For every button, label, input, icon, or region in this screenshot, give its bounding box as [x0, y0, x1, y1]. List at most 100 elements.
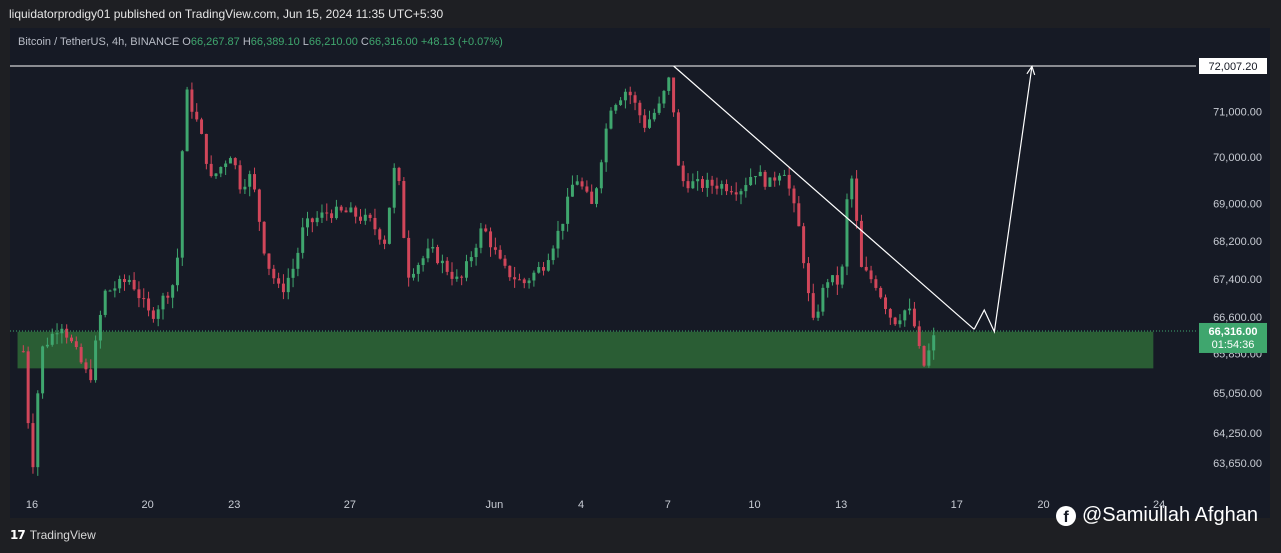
social-handle: @Samiullah Afghan — [1082, 504, 1258, 526]
price-axis: 71,000.00 70,000.00 69,000.00 68,200.00 67,4… — [1199, 58, 1267, 470]
candle — [233, 158, 237, 166]
last-price-label: 66,316.00 — [1209, 326, 1258, 338]
candle — [758, 171, 762, 177]
candle — [546, 260, 550, 271]
price-tick-label: 66,600.00 — [1213, 312, 1262, 324]
candle — [214, 173, 218, 177]
candle — [103, 290, 107, 315]
candle — [142, 298, 146, 300]
time-tick-label: 7 — [665, 499, 671, 511]
candle — [493, 247, 497, 250]
candle — [696, 179, 700, 182]
candle — [662, 90, 666, 104]
tradingview-logo-icon: 17 — [10, 528, 26, 542]
candle — [869, 270, 873, 280]
candle — [407, 237, 411, 278]
candle — [874, 279, 878, 288]
candle — [98, 314, 102, 341]
candle — [359, 216, 362, 221]
candle — [676, 112, 680, 166]
candle — [455, 276, 459, 279]
candle — [667, 77, 671, 91]
low-label: L — [302, 36, 309, 48]
candle — [339, 206, 343, 211]
candle — [368, 214, 372, 218]
candle — [224, 163, 228, 167]
high-value: 66,389.10 — [250, 36, 300, 48]
drawings-layer — [10, 64, 1196, 334]
descending-trendline[interactable] — [673, 65, 975, 330]
candle — [474, 247, 478, 258]
candle — [614, 104, 618, 111]
time-tick-label: 17 — [951, 499, 963, 511]
candle — [855, 178, 859, 221]
candle — [301, 227, 305, 253]
price-tick-label: 71,000.00 — [1213, 106, 1262, 118]
candle — [749, 176, 753, 186]
candle — [705, 179, 709, 188]
candle — [917, 326, 921, 347]
candle — [845, 199, 849, 267]
candle — [253, 174, 257, 190]
candle — [147, 298, 151, 311]
time-tick-label: 10 — [748, 499, 760, 511]
candle — [744, 185, 748, 192]
time-tick-label: Jun — [486, 499, 504, 511]
candle — [739, 191, 743, 195]
candle — [802, 226, 806, 264]
candle — [281, 283, 285, 293]
tradingview-brand[interactable]: 17 TradingView — [10, 528, 96, 542]
candle — [262, 221, 266, 254]
candle — [286, 277, 290, 293]
projection-path[interactable] — [973, 66, 1033, 334]
projection-arrow-icon — [1026, 64, 1036, 76]
candle — [272, 268, 276, 279]
candle — [383, 239, 387, 244]
candle — [787, 174, 791, 189]
candle — [238, 165, 242, 190]
candle — [65, 328, 69, 338]
candle — [729, 191, 733, 193]
candle — [426, 248, 430, 259]
candle — [522, 279, 526, 284]
candle — [537, 267, 541, 273]
candle — [479, 228, 483, 248]
candle — [306, 218, 310, 228]
candle — [267, 253, 271, 269]
candle — [185, 89, 189, 152]
candle — [291, 268, 295, 278]
candle — [903, 310, 907, 321]
candle — [715, 185, 719, 189]
candle — [835, 275, 839, 285]
support-zone-layer — [17, 331, 1154, 369]
candle — [70, 337, 73, 342]
candle — [118, 278, 122, 289]
candle — [884, 297, 888, 310]
candle — [797, 203, 801, 227]
time-tick-label: 27 — [344, 499, 356, 511]
candle — [464, 261, 468, 278]
support-zone[interactable] — [17, 331, 1154, 369]
candle — [840, 266, 844, 285]
candle — [440, 260, 444, 264]
candle — [484, 228, 488, 232]
price-tick-label: 70,000.00 — [1213, 152, 1262, 164]
candle — [277, 278, 281, 284]
candle — [619, 100, 623, 105]
candle — [826, 282, 830, 288]
close-label: C — [360, 36, 369, 48]
candle — [122, 278, 126, 283]
time-tick-label: 24 — [1153, 499, 1165, 511]
candle — [79, 347, 83, 363]
price-tick-label: 64,250.00 — [1213, 428, 1262, 440]
bottom-bar — [0, 520, 1281, 553]
time-tick-label: 13 — [835, 499, 847, 511]
candle — [503, 258, 507, 266]
price-tick-label: 68,200.00 — [1213, 236, 1262, 248]
candle — [108, 290, 112, 292]
candle — [609, 110, 613, 129]
candle — [248, 174, 252, 187]
candle — [489, 231, 493, 248]
candle — [200, 119, 204, 134]
